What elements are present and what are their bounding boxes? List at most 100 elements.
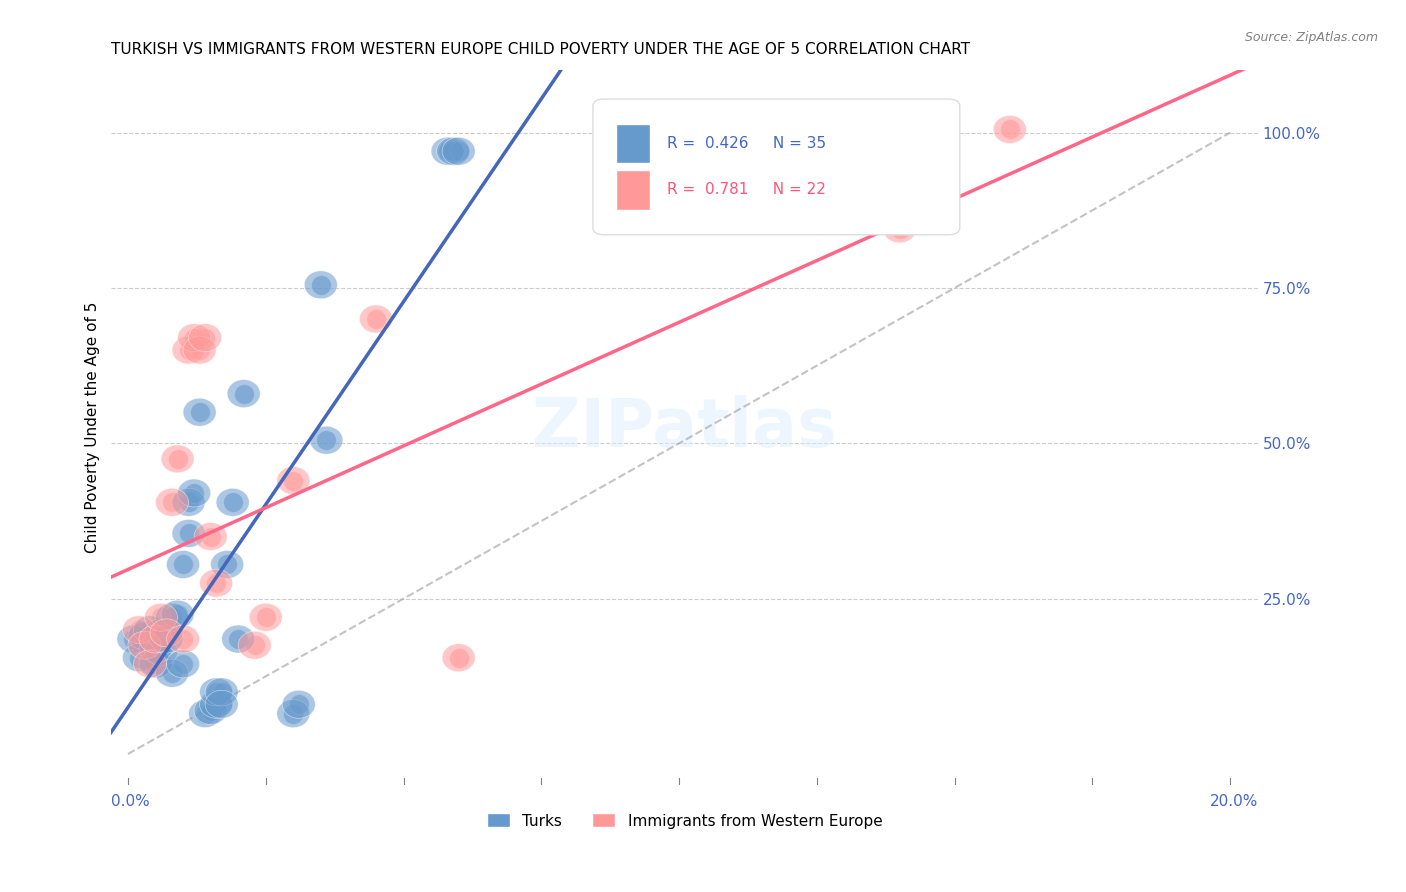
Point (160, 666, 183, 681)
Point (160, 495, 183, 509)
FancyBboxPatch shape (593, 99, 960, 235)
Text: 0.0%: 0.0% (111, 795, 150, 809)
Ellipse shape (309, 426, 343, 454)
Point (221, 495, 243, 509)
Point (243, 638, 266, 652)
Point (364, 312, 387, 326)
Ellipse shape (128, 632, 162, 659)
Ellipse shape (205, 678, 238, 706)
Point (155, 632, 177, 646)
Text: 20.0%: 20.0% (1209, 795, 1258, 809)
Ellipse shape (183, 398, 217, 426)
Ellipse shape (432, 137, 464, 165)
Ellipse shape (145, 603, 177, 632)
Point (177, 526, 200, 541)
Point (288, 698, 311, 712)
Point (145, 641, 167, 656)
Ellipse shape (200, 569, 232, 597)
Point (436, 145, 458, 159)
Ellipse shape (883, 215, 917, 243)
Point (172, 558, 194, 572)
Point (166, 607, 188, 622)
Ellipse shape (139, 625, 172, 653)
Point (183, 331, 205, 345)
Point (150, 644, 173, 658)
Point (128, 623, 150, 637)
Ellipse shape (139, 650, 172, 678)
Point (188, 405, 211, 419)
Ellipse shape (194, 523, 228, 550)
Text: R =  0.781     N = 22: R = 0.781 N = 22 (668, 182, 827, 197)
Point (177, 343, 200, 357)
Point (283, 474, 305, 488)
Ellipse shape (145, 619, 177, 647)
Ellipse shape (122, 615, 156, 644)
Ellipse shape (222, 625, 254, 653)
Point (254, 610, 277, 624)
Text: TURKISH VS IMMIGRANTS FROM WESTERN EUROPE CHILD POVERTY UNDER THE AGE OF 5 CORRE: TURKISH VS IMMIGRANTS FROM WESTERN EUROP… (111, 42, 970, 57)
Point (150, 625, 173, 640)
Point (217, 558, 239, 572)
Point (128, 650, 150, 665)
Ellipse shape (283, 690, 315, 718)
Ellipse shape (238, 632, 271, 659)
Ellipse shape (166, 625, 200, 653)
Point (200, 529, 222, 543)
Ellipse shape (162, 445, 194, 473)
Point (188, 343, 211, 357)
Point (998, 122, 1021, 136)
Ellipse shape (211, 550, 243, 578)
Bar (616, 170, 650, 210)
Ellipse shape (134, 615, 166, 644)
Ellipse shape (441, 137, 475, 165)
Ellipse shape (134, 650, 166, 678)
Point (315, 433, 337, 447)
Ellipse shape (156, 659, 188, 687)
Ellipse shape (217, 488, 249, 516)
Ellipse shape (156, 603, 188, 632)
Ellipse shape (194, 697, 228, 724)
Point (160, 610, 183, 624)
Point (122, 632, 145, 646)
Point (177, 495, 200, 509)
Ellipse shape (277, 467, 309, 494)
Point (172, 632, 194, 646)
Ellipse shape (183, 336, 217, 364)
Y-axis label: Child Poverty Under the Age of 5: Child Poverty Under the Age of 5 (86, 302, 100, 553)
Point (139, 657, 162, 671)
Bar (616, 124, 650, 163)
Ellipse shape (188, 324, 222, 351)
Ellipse shape (228, 380, 260, 408)
Text: ZIPatlas: ZIPatlas (533, 395, 837, 461)
Ellipse shape (177, 324, 211, 351)
Point (447, 650, 470, 665)
Ellipse shape (172, 519, 205, 548)
Point (139, 623, 162, 637)
Point (283, 706, 305, 721)
Ellipse shape (150, 619, 183, 647)
Point (205, 576, 228, 591)
Ellipse shape (128, 622, 162, 650)
Point (441, 145, 464, 159)
Point (166, 451, 188, 466)
Ellipse shape (172, 488, 205, 516)
Ellipse shape (360, 305, 392, 333)
Point (194, 706, 217, 721)
Point (211, 698, 233, 712)
Point (309, 277, 332, 292)
Ellipse shape (249, 603, 283, 632)
Point (200, 704, 222, 718)
Ellipse shape (166, 650, 200, 678)
Text: Source: ZipAtlas.com: Source: ZipAtlas.com (1244, 31, 1378, 45)
Ellipse shape (177, 479, 211, 507)
Ellipse shape (156, 488, 188, 516)
Ellipse shape (277, 699, 309, 728)
Ellipse shape (200, 678, 232, 706)
Ellipse shape (117, 625, 150, 653)
Ellipse shape (441, 644, 475, 672)
Ellipse shape (150, 625, 183, 653)
Point (145, 657, 167, 671)
Ellipse shape (166, 550, 200, 578)
Legend: Turks, Immigrants from Western Europe: Turks, Immigrants from Western Europe (481, 807, 889, 835)
Point (183, 486, 205, 500)
